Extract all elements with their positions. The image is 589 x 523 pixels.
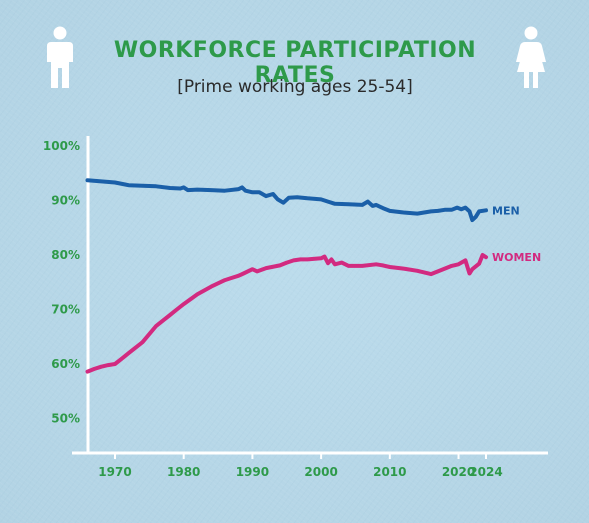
x-tick-label: 2010	[373, 465, 406, 479]
chart-subtitle: [Prime working ages 25-54]	[177, 77, 413, 97]
series-label-men: MEN	[492, 204, 520, 217]
y-tick-label: 80%	[51, 248, 80, 262]
man-icon	[47, 26, 73, 88]
y-tick-label: 60%	[51, 357, 80, 371]
x-tick-label: 1980	[167, 465, 200, 479]
chart-series	[85, 178, 488, 374]
y-axis-ticks: 50% 60% 70% 80% 90% 100%	[43, 139, 80, 426]
x-tick-label: 2000	[304, 465, 337, 479]
x-tick-label: 2024	[469, 465, 502, 479]
x-tick-label: 2020	[442, 465, 475, 479]
chart-axes	[72, 136, 548, 455]
y-tick-label: 70%	[51, 303, 80, 317]
woman-icon	[516, 26, 546, 88]
y-tick-label: 90%	[51, 194, 80, 208]
series-line-women	[85, 253, 488, 374]
series-labels: MEN WOMEN	[492, 204, 541, 264]
chart-header: WORKFORCE PARTICIPATION RATES [Prime wor…	[0, 0, 589, 110]
y-tick-label: 50%	[51, 412, 80, 426]
x-tick-label: 1990	[236, 465, 269, 479]
y-tick-label: 100%	[43, 139, 80, 153]
series-line-men	[85, 178, 488, 223]
chart-title: WORKFORCE PARTICIPATION RATES	[113, 38, 477, 88]
series-label-women: WOMEN	[492, 251, 541, 264]
x-tick-label: 1970	[98, 465, 131, 479]
